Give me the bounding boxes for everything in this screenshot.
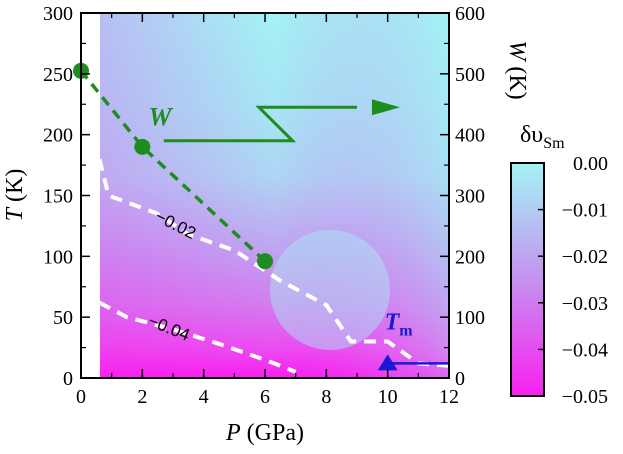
y-left-tick-label: 200 — [43, 125, 73, 147]
heatmap-field — [81, 13, 449, 378]
colorbar-title: δυSm — [520, 122, 565, 152]
data-series: W Tm — [73, 62, 449, 371]
y-left-tick-label: 300 — [43, 3, 73, 25]
colorbar-tick-label: −0.05 — [562, 386, 608, 408]
heatmap-tint — [100, 13, 449, 378]
x-tick-label: 2 — [137, 386, 147, 408]
y-left-tick-label: 100 — [43, 246, 73, 268]
tm-series-point — [377, 354, 398, 371]
contour-line — [97, 158, 449, 368]
y-right-tick-label: 100 — [455, 307, 485, 329]
heatmap-cyan-patch — [270, 230, 390, 350]
w-series-line — [79, 69, 267, 263]
colorbar-tick-label: −0.04 — [562, 339, 608, 361]
x-tick-label: 0 — [76, 386, 86, 408]
x-axis-title: P (GPa) — [225, 420, 304, 446]
x-axis: 0 2 4 6 8 10 12 — [76, 13, 459, 408]
w-series-label: W — [148, 103, 173, 132]
y-left-tick-label: 0 — [63, 368, 73, 390]
colorbar-scale — [510, 162, 545, 397]
contour-line — [98, 300, 297, 374]
y-left-tick-label: 250 — [43, 64, 73, 86]
colorbar: δυSm 0.00 −0.01 −0.02 −0.03 −0.04 −0.05 — [510, 122, 608, 408]
y-left-tick-label: 150 — [43, 186, 73, 208]
contour-lines — [97, 158, 449, 374]
colorbar-ticks: 0.00 −0.01 −0.02 −0.03 −0.04 −0.05 — [538, 153, 608, 408]
colorbar-tick-label: −0.02 — [562, 246, 608, 268]
y-right-tick-label: 400 — [455, 125, 485, 147]
y-right-tick-label: 200 — [455, 246, 485, 268]
w-series-point — [257, 253, 273, 270]
y-axis-left-title: T (K) — [2, 169, 28, 222]
colorbar-tick-label: 0.00 — [573, 153, 608, 175]
y-axis-right: 0 100 200 300 400 500 600 — [440, 3, 485, 390]
tm-series-label: Tm — [385, 309, 414, 339]
x-tick-label: 4 — [199, 386, 209, 408]
w-series-point — [134, 138, 151, 155]
x-tick-label: 8 — [321, 386, 331, 408]
colorbar-tick-label: −0.01 — [562, 200, 608, 222]
right-axis-arrow-line — [163, 105, 357, 143]
y-left-tick-label: 50 — [53, 307, 73, 329]
y-right-tick-label: 600 — [455, 3, 485, 25]
colorbar-tick-label: −0.03 — [562, 293, 608, 315]
right-axis-arrow-head — [371, 99, 400, 116]
x-tick-label: 6 — [260, 386, 270, 408]
y-right-tick-label: 0 — [455, 368, 465, 390]
x-tick-label: 12 — [439, 386, 459, 408]
y-axis-left: 0 50 100 150 200 250 300 — [43, 3, 90, 390]
y-right-tick-label: 300 — [455, 186, 485, 208]
y-axis-right-title: W (K) — [504, 40, 530, 99]
y-right-tick-label: 500 — [455, 64, 485, 86]
x-tick-label: 10 — [378, 386, 398, 408]
